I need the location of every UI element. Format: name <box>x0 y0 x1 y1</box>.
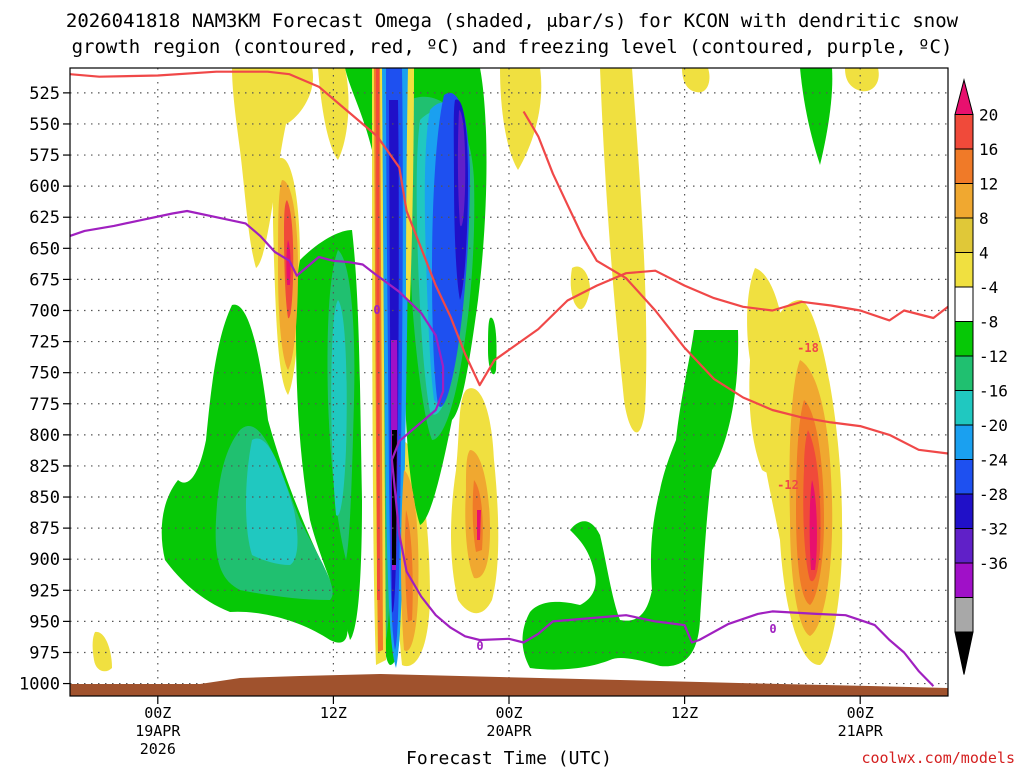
y-tick-label-5: 650 <box>29 239 60 259</box>
x-axis-label: Forecast Time (UTC) <box>406 748 612 768</box>
omega-shading <box>92 68 879 672</box>
colorbar-top-arrow <box>954 78 974 115</box>
omega-green-region <box>800 68 833 165</box>
omega-magenta-region <box>809 480 817 570</box>
y-tick-label-0: 525 <box>29 84 60 104</box>
omega-purple-region <box>457 110 466 227</box>
omega-cyan-region <box>246 438 298 565</box>
y-tick-label-15: 900 <box>29 550 60 570</box>
x-tick-label-4: 00Z <box>847 704 874 722</box>
omega-yellow-region <box>570 266 590 310</box>
x-tick-label-0: 00Z <box>144 704 171 722</box>
colorbar-segment-5 <box>954 252 974 288</box>
contour-label-minus18: -18 <box>797 341 819 355</box>
y-tick-label-7: 700 <box>29 301 60 321</box>
contour-line-0 <box>70 70 948 387</box>
omega-yellow-region <box>845 68 879 92</box>
omega-green-region <box>522 330 739 670</box>
colorbar-segment-10 <box>954 424 974 460</box>
colorbar-label-1: 16 <box>979 140 998 159</box>
contour-lines <box>70 70 948 687</box>
omega-yellow-region <box>318 68 349 160</box>
colorbar-segment-7 <box>954 321 974 357</box>
y-tick-label-13: 850 <box>29 488 60 508</box>
colorbar-label-6: -8 <box>979 313 998 332</box>
y-tick-label-9: 750 <box>29 364 60 384</box>
y-tick-label-8: 725 <box>29 333 60 353</box>
omega-red-region <box>376 68 380 600</box>
omega-orange-region <box>404 510 413 622</box>
y-tick-label-12: 825 <box>29 457 60 477</box>
colorbar-label-5: -4 <box>979 278 998 297</box>
omega-magenta-region <box>477 510 481 540</box>
terrain-strip <box>70 674 948 696</box>
colorbar-segment-11 <box>954 459 974 495</box>
y-tick-label-1: 550 <box>29 115 60 135</box>
omega-yellow-region <box>500 68 542 170</box>
colorbar-label-3: 8 <box>979 209 989 228</box>
colorbar-label-0: 20 <box>979 106 998 125</box>
x-tick-label-1: 12Z <box>320 704 347 722</box>
x-tick-date-2: 20APR <box>486 722 532 740</box>
x-tick-date-0: 19APR <box>135 722 181 740</box>
contour-line-1 <box>522 110 948 455</box>
omega-magenta-region <box>286 240 291 285</box>
y-tick-label-10: 775 <box>29 395 60 415</box>
freezing-label-b: 0 <box>476 639 483 653</box>
omega-cyan-region <box>331 300 347 516</box>
colorbar-label-2: 12 <box>979 175 998 194</box>
colorbar-segment-4 <box>954 217 974 253</box>
colorbar-segment-9 <box>954 390 974 426</box>
y-tick-label-2: 575 <box>29 146 60 166</box>
colorbar-label-12: -32 <box>979 520 1008 539</box>
colorbar-segment-1 <box>954 114 974 150</box>
y-tick-label-19: 1000 <box>19 675 60 695</box>
y-tick-label-17: 950 <box>29 612 60 632</box>
x-tick-label-3: 12Z <box>671 704 698 722</box>
colorbar-segment-13 <box>954 528 974 564</box>
colorbar: 20 16 12 8 4 -4 -8 -12 -16 -20 -24 -28 -32 -36 <box>954 78 1008 675</box>
x-tick-label-2: 00Z <box>495 704 522 722</box>
freezing-label-c: 0 <box>769 622 776 636</box>
omega-yellow-region <box>600 68 647 433</box>
omega-yellow-region <box>406 68 414 300</box>
omega-yellow-region <box>92 631 112 672</box>
y-axis: 525 550 575 600 625 650 675 700 725 750 775 800 825 8… <box>19 84 70 695</box>
omega-yellow-region <box>682 68 710 93</box>
y-tick-label-4: 625 <box>29 208 60 228</box>
y-tick-label-6: 675 <box>29 270 60 290</box>
colorbar-label-9: -20 <box>979 416 1008 435</box>
y-tick-label-11: 800 <box>29 426 60 446</box>
x-tick-date-4: 21APR <box>838 722 884 740</box>
colorbar-segment-6 <box>954 286 974 322</box>
colorbar-segment-15 <box>954 597 974 633</box>
chart-title-line2: growth region (contoured, red, ºC) and f… <box>72 36 953 58</box>
freezing-label-a: 0 <box>373 303 380 317</box>
colorbar-label-11: -28 <box>979 485 1008 504</box>
colorbar-segment-12 <box>954 493 974 529</box>
colorbar-label-8: -16 <box>979 382 1008 401</box>
colorbar-segment-14 <box>954 562 974 598</box>
y-tick-label-16: 925 <box>29 581 60 601</box>
colorbar-label-10: -24 <box>979 451 1008 470</box>
contour-line-2 <box>70 209 935 687</box>
y-tick-label-3: 600 <box>29 177 60 197</box>
colorbar-segment-3 <box>954 183 974 219</box>
y-tick-label-14: 875 <box>29 519 60 539</box>
x-tick-year-0: 2026 <box>140 740 176 758</box>
chart-title-line1: 2026041818 NAM3KM Forecast Omega (shaded… <box>66 10 959 32</box>
colorbar-segment-8 <box>954 355 974 391</box>
colorbar-bottom-arrow <box>954 631 974 675</box>
y-tick-label-18: 975 <box>29 643 60 663</box>
contour-label-minus12: -12 <box>777 478 799 492</box>
credit-text: coolwx.com/models <box>861 749 1015 767</box>
omega-yellow-region <box>232 68 314 268</box>
colorbar-label-13: -36 <box>979 554 1008 573</box>
colorbar-label-4: 4 <box>979 244 989 263</box>
colorbar-label-7: -12 <box>979 347 1008 366</box>
colorbar-segment-2 <box>954 148 974 184</box>
